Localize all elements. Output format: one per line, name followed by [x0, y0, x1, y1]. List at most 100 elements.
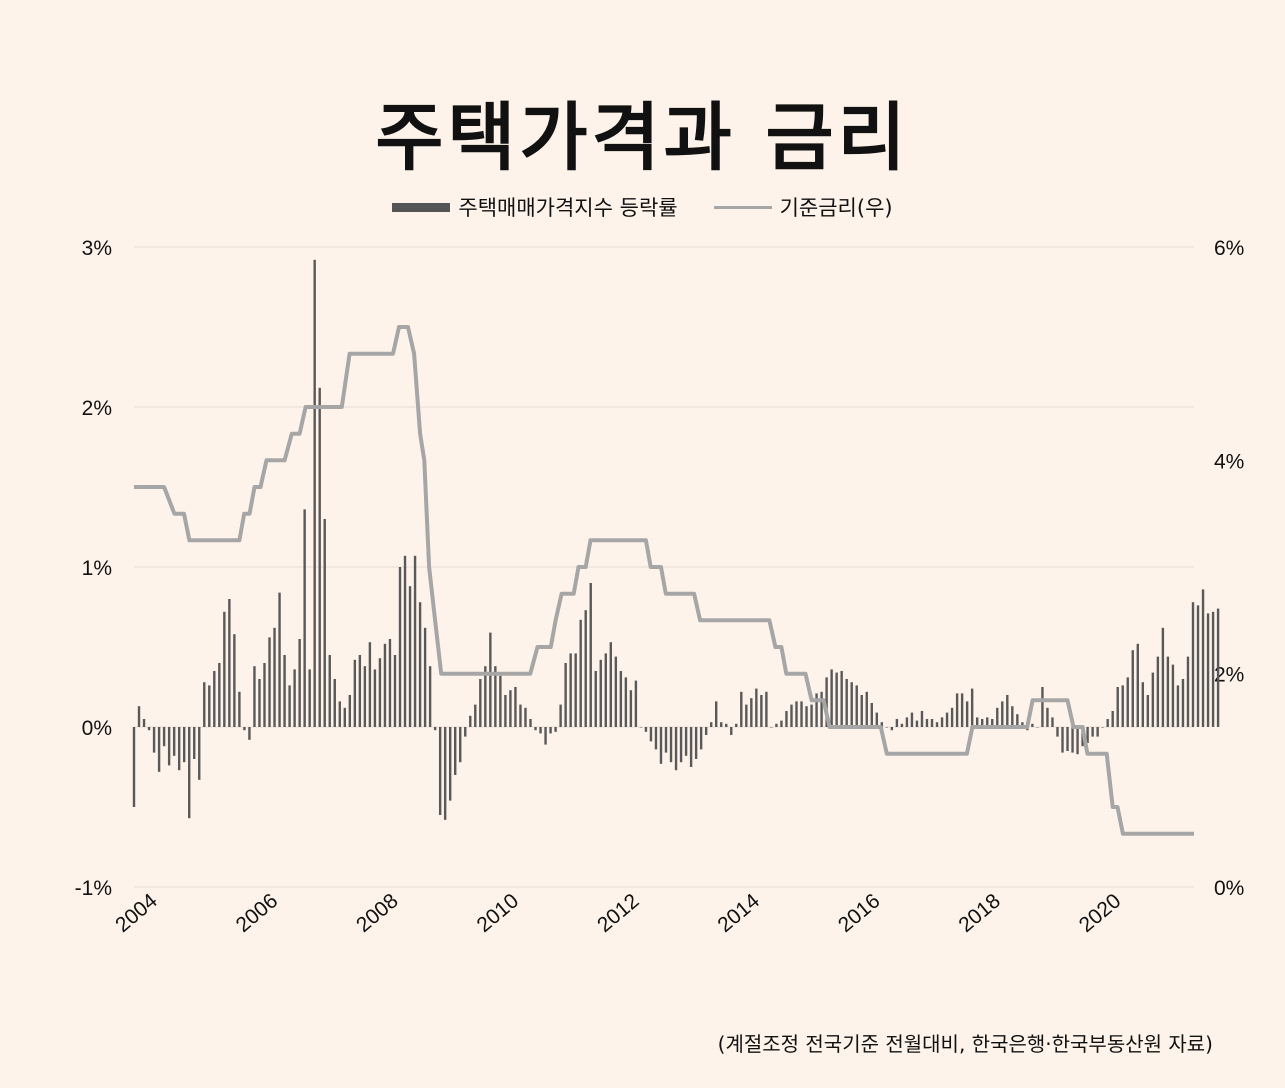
- bar: [1021, 722, 1024, 727]
- bar: [875, 712, 879, 727]
- bar: [1036, 727, 1039, 728]
- bar: [157, 727, 161, 772]
- bar: [403, 555, 407, 727]
- bar: [1041, 687, 1044, 727]
- bar: [805, 706, 808, 727]
- bar: [378, 658, 382, 727]
- bar: [634, 680, 638, 727]
- bar: [268, 637, 271, 727]
- x-tick-label: 2018: [954, 889, 1005, 937]
- bar: [137, 706, 141, 727]
- bar: [654, 727, 658, 750]
- bar: [790, 704, 793, 727]
- bar: [479, 679, 482, 727]
- bar: [248, 727, 251, 740]
- bar: [785, 711, 788, 727]
- bar: [283, 655, 286, 727]
- bar: [870, 703, 873, 727]
- bar: [1181, 679, 1185, 727]
- bar: [735, 723, 738, 727]
- bar: [684, 727, 688, 756]
- bar: [669, 727, 673, 763]
- y-left-tick-label: 2%: [82, 397, 112, 420]
- bar: [152, 727, 156, 753]
- bar: [408, 586, 412, 727]
- bar: [905, 717, 909, 727]
- bar: [162, 727, 166, 747]
- bar: [338, 701, 341, 727]
- bar: [880, 722, 884, 727]
- bar: [1111, 711, 1114, 727]
- y-right-tick-label: 0%: [1214, 877, 1244, 900]
- bar: [383, 643, 387, 727]
- bar: [604, 653, 607, 727]
- bar: [1201, 589, 1205, 727]
- bar: [915, 720, 919, 727]
- bar: [418, 602, 422, 727]
- bar: [147, 727, 151, 731]
- bar: [679, 727, 683, 763]
- bar: [1216, 608, 1220, 727]
- bar: [529, 719, 532, 727]
- bar: [840, 671, 843, 727]
- bar: [303, 509, 306, 727]
- bar: [208, 685, 211, 727]
- bar: [1096, 727, 1099, 737]
- bar: [353, 659, 357, 727]
- legend-bar-label: 주택매매가격지수 등락률: [458, 196, 678, 220]
- bar: [945, 712, 949, 727]
- bar: [709, 722, 713, 727]
- bar: [203, 682, 206, 727]
- bar: [659, 727, 663, 764]
- bar: [509, 690, 512, 727]
- bar: [1006, 695, 1009, 727]
- bar: [845, 679, 848, 727]
- bar: [725, 723, 728, 727]
- bar: [760, 695, 763, 727]
- bar: [554, 727, 557, 732]
- x-tick-label: 2012: [593, 889, 644, 937]
- bar: [940, 717, 944, 727]
- bar: [965, 701, 969, 727]
- bar: [920, 711, 924, 727]
- bar: [860, 695, 863, 727]
- bar: [433, 727, 437, 731]
- y-left-tick-label: 1%: [82, 557, 112, 580]
- bar: [1001, 701, 1004, 727]
- bar: [664, 727, 668, 753]
- bar: [720, 722, 723, 727]
- bar: [534, 727, 537, 731]
- bar: [981, 719, 984, 727]
- x-tick-label: 2004: [111, 889, 162, 937]
- bar: [263, 663, 266, 727]
- bar: [499, 675, 502, 727]
- bar: [1171, 664, 1175, 727]
- bar: [504, 695, 507, 727]
- bar: [1206, 613, 1210, 727]
- bar: [459, 727, 462, 763]
- bar: [619, 671, 623, 727]
- bar: [800, 701, 803, 727]
- y-left-tick-label: -1%: [75, 877, 112, 900]
- bar: [614, 656, 618, 727]
- bar: [454, 727, 457, 775]
- x-tick-label: 2006: [232, 889, 283, 937]
- legend-bar-swatch: [392, 202, 451, 212]
- bar: [930, 719, 934, 727]
- bar: [278, 592, 281, 727]
- bar: [820, 691, 823, 727]
- bar: [469, 715, 472, 727]
- bar: [935, 722, 939, 727]
- bar: [1126, 677, 1129, 727]
- legend-item-bar: 주택매매가격지수 등락률: [392, 192, 678, 222]
- bar: [699, 727, 703, 750]
- bar: [308, 669, 311, 727]
- bar: [438, 727, 442, 815]
- bar: [900, 723, 904, 727]
- bar: [815, 693, 818, 727]
- bar: [649, 727, 653, 742]
- bar: [549, 727, 552, 734]
- bar: [238, 691, 241, 727]
- bar: [198, 727, 201, 780]
- bar: [519, 704, 522, 727]
